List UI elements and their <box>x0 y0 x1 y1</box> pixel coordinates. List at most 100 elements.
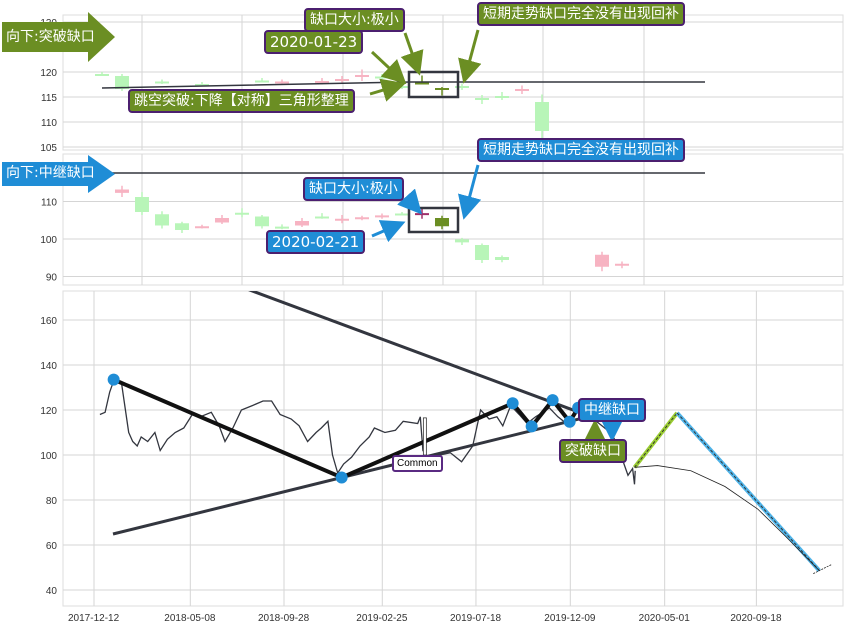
candle-body <box>375 76 389 79</box>
x-tick-label: 2020-09-18 <box>730 613 782 624</box>
common-gap-label: Common <box>392 455 443 472</box>
plot-area <box>62 153 844 286</box>
annotation-arrow <box>397 188 422 215</box>
candle-body <box>295 221 309 226</box>
panel-continuation-gap: 90 100 110 <box>2 153 844 286</box>
continuation-arrow-label: 向下:中继缺口 <box>6 165 95 181</box>
pivot-point <box>546 394 559 407</box>
candle-body <box>435 218 449 227</box>
annotation-arrow <box>458 29 482 84</box>
annotation-arrow <box>371 220 406 243</box>
pivot-point <box>563 415 576 428</box>
candle-body <box>455 239 469 243</box>
x-tick-label: 2019-02-25 <box>356 613 408 624</box>
candle-body <box>95 74 109 76</box>
candle-body <box>335 79 349 81</box>
candle-body <box>195 226 209 229</box>
y-tick-label: 110 <box>41 198 57 209</box>
candle-body <box>415 82 429 85</box>
breakaway-arrow-shape <box>2 12 115 62</box>
y-tick-label: 140 <box>40 361 57 372</box>
candle-body <box>175 223 189 230</box>
y-tick-label: 100 <box>40 451 57 462</box>
upper-trend-line <box>248 291 600 422</box>
annotation-arrow <box>400 32 424 76</box>
pivot-point <box>335 471 348 484</box>
candle-body <box>475 98 489 100</box>
panel-pattern: 2017-12-12 2018-05-08 2018-09-28 2019-02-25… <box>40 290 844 624</box>
candle-body <box>135 197 149 212</box>
continuation-arrow-shape <box>2 155 115 193</box>
pivot-point <box>506 397 519 410</box>
y-tick-label: 115 <box>41 93 57 104</box>
y-tick-label: 80 <box>46 496 58 507</box>
candle-body <box>115 76 129 89</box>
gap-highlight-box <box>407 206 460 234</box>
candle-body <box>515 89 529 91</box>
candle-body <box>615 263 629 266</box>
projection-arc <box>634 465 820 571</box>
y-tick-label: 40 <box>46 586 58 597</box>
x-tick-label: 2018-05-08 <box>164 613 216 624</box>
candle-body <box>195 84 209 86</box>
fill-note-label-2: 短期走势缺口完全没有出现回补 <box>477 138 685 162</box>
candle-body <box>475 245 489 260</box>
candle-body <box>355 75 369 77</box>
y-tick-label: 120 <box>40 406 57 417</box>
candle-body <box>355 217 369 220</box>
annotation-arrow <box>458 164 482 220</box>
x-tick-label: 2019-07-18 <box>450 613 502 624</box>
breakaway-arrow-label: 向下:突破缺口 <box>6 29 95 45</box>
y-tick-label: 90 <box>46 273 58 284</box>
breakaway-gap-label: 突破缺口 <box>559 439 627 463</box>
gap-size-label-2: 缺口大小:极小 <box>303 177 404 201</box>
panel-breakaway-gap: 105110115120130 <box>2 12 844 154</box>
annotation-arrow <box>370 50 407 85</box>
y-tick-label: 105 <box>40 143 57 154</box>
continuation-gap-label: 中继缺口 <box>578 398 646 422</box>
y-tick-label: 100 <box>40 235 57 246</box>
x-tick-label: 2017-12-12 <box>68 613 120 624</box>
candle-body <box>415 213 429 216</box>
gap-size-label-1: 缺口大小:极小 <box>304 8 405 32</box>
annotation-arrow <box>369 78 406 102</box>
y-tick-label: 110 <box>41 118 57 129</box>
projection-down-dash <box>676 412 820 571</box>
plot-content <box>99 291 832 575</box>
candle-body <box>315 81 329 83</box>
candle-body <box>235 212 249 215</box>
candle-body <box>375 215 389 218</box>
projection-up-dash <box>634 412 678 468</box>
candle-body <box>275 226 289 229</box>
candle-body <box>335 218 349 221</box>
x-tick-label: 2019-12-09 <box>544 613 596 624</box>
y-tick-label: 160 <box>40 316 57 327</box>
y-tick-label: 60 <box>46 541 58 552</box>
x-tick-label: 2020-05-01 <box>639 613 691 624</box>
candle-body <box>435 88 449 90</box>
pattern-label: 跳空突破:下降【对称】三角形整理 <box>128 89 355 113</box>
fill-note-label-1: 短期走势缺口完全没有出现回补 <box>477 2 685 26</box>
gap-date-label-2: 2020-02-21 <box>266 230 366 254</box>
common-gap-mark <box>422 417 427 456</box>
candle-body <box>155 214 169 226</box>
candle-body <box>115 189 129 193</box>
x-tick-label: 2018-09-28 <box>258 613 310 624</box>
candle-body <box>495 257 509 260</box>
price-line <box>99 380 636 485</box>
candle-body <box>455 86 469 88</box>
candle-body <box>495 96 509 98</box>
candle-body <box>255 216 269 227</box>
candle-body <box>275 81 289 84</box>
pivot-point <box>107 373 120 386</box>
y-tick-label: 120 <box>40 68 57 79</box>
candle-body <box>155 81 169 84</box>
candle-body <box>595 254 609 267</box>
candle-body <box>395 213 409 216</box>
candle-body <box>535 102 549 131</box>
end-marker <box>813 564 832 575</box>
plot-area <box>62 290 844 607</box>
pivot-point <box>525 420 538 433</box>
